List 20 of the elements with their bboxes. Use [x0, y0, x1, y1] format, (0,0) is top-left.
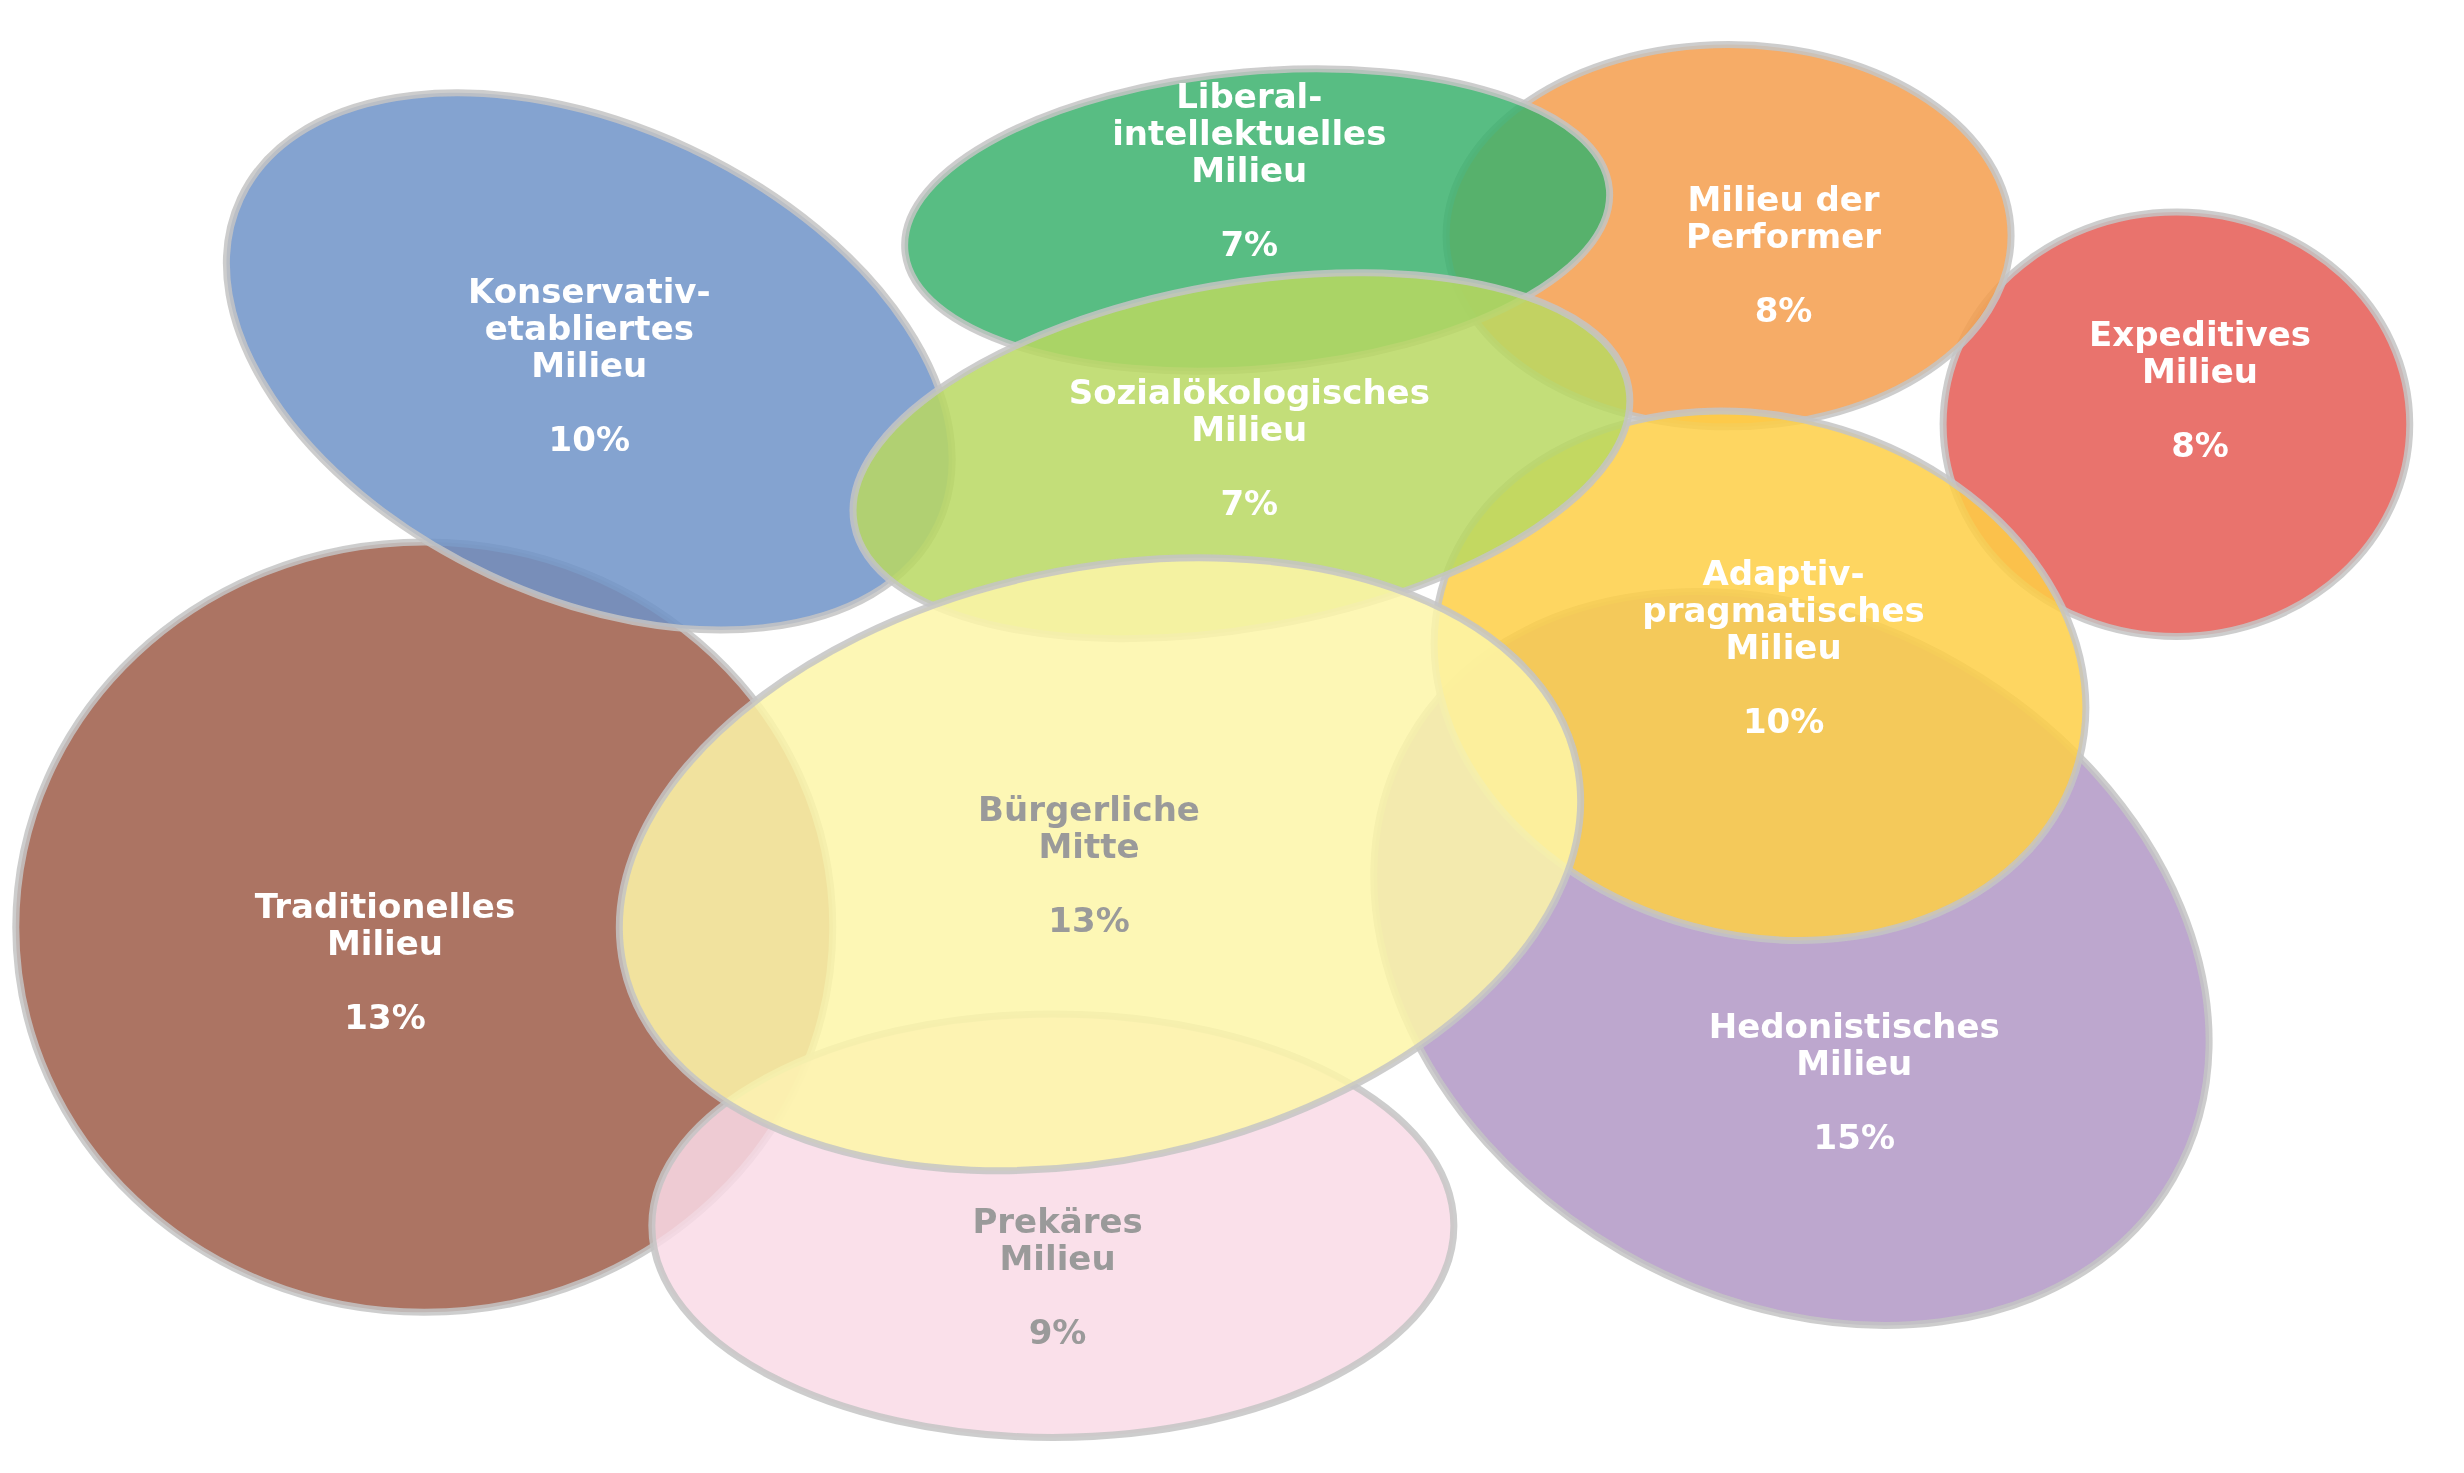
data-label: 10%	[1742, 701, 1825, 742]
data-label: 9%	[1028, 1311, 1087, 1352]
category-label: Expeditives Milieu	[2089, 314, 2311, 392]
category-label: Hedonistisches Milieu	[1708, 1005, 2000, 1083]
category-label: Traditionelles Milieu	[254, 886, 516, 964]
data-label: 10%	[548, 418, 630, 459]
category-label: Sozialökologisches Milieu	[1068, 372, 1430, 450]
data-label: 13%	[1048, 899, 1130, 940]
category-label: Milieu der Performer	[1686, 179, 1882, 257]
category-label: Liberal-intellektuelles Milieu	[1112, 75, 1387, 190]
data-label: 7%	[1220, 223, 1279, 264]
data-label: 13%	[344, 997, 426, 1038]
category-label: Bürgerliche Mitte	[978, 788, 1200, 866]
category-label: Prekäres Milieu	[972, 1200, 1143, 1278]
data-label: 7%	[1220, 483, 1279, 524]
category-label: Konservativ-etabliertes Milieu	[467, 270, 711, 385]
data-label: 8%	[1754, 290, 1813, 331]
data-label: 15%	[1813, 1116, 1895, 1157]
data-label: 8%	[2171, 425, 2229, 466]
category-label: Adaptiv-pragmatisches Milieu	[1642, 553, 1925, 668]
